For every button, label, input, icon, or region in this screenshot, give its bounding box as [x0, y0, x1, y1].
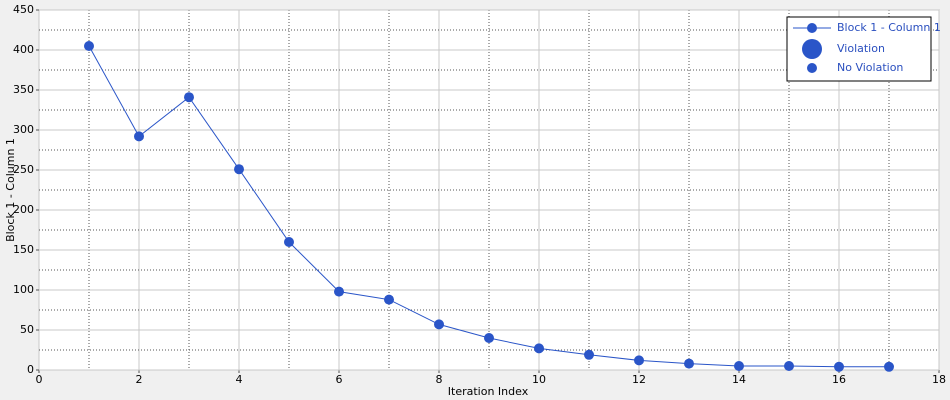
- data-point: [884, 361, 894, 372]
- y-tick-label: 400: [13, 43, 34, 56]
- x-tick-label: 4: [236, 373, 243, 386]
- data-point: [634, 355, 644, 366]
- y-axis-label: Block 1 - Column 1: [4, 138, 17, 242]
- y-tick-label: 50: [20, 323, 34, 336]
- x-tick-label: 18: [932, 373, 946, 386]
- x-tick-label: 14: [732, 373, 746, 386]
- x-tick-label: 16: [832, 373, 846, 386]
- y-tick-label: 450: [13, 3, 34, 16]
- data-point: [384, 294, 394, 305]
- data-point: [334, 286, 344, 297]
- data-point: [84, 41, 94, 51]
- y-tick-label: 350: [13, 83, 34, 96]
- y-tick-label: 300: [13, 123, 34, 136]
- data-point: [184, 92, 194, 103]
- data-point: [834, 361, 844, 372]
- data-point: [584, 349, 594, 360]
- data-point: [484, 333, 494, 343]
- legend-marker: [807, 23, 817, 33]
- data-point: [734, 361, 744, 371]
- legend-label: Violation: [837, 42, 885, 55]
- x-tick-label: 0: [36, 373, 43, 386]
- legend-label: No Violation: [837, 61, 903, 74]
- data-point: [284, 237, 294, 247]
- data-point: [234, 164, 244, 175]
- x-tick-label: 10: [532, 373, 546, 386]
- x-tick-label: 12: [632, 373, 646, 386]
- data-point: [784, 361, 794, 371]
- y-tick-label: 100: [13, 283, 34, 296]
- x-tick-label: 6: [336, 373, 343, 386]
- legend: Block 1 - Column 1 Violation No Violation: [786, 16, 941, 82]
- y-tick-label: 150: [13, 243, 34, 256]
- y-tick-label: 250: [13, 163, 34, 176]
- legend-marker: [807, 63, 817, 73]
- x-axis-label: Iteration Index: [448, 385, 529, 398]
- data-point: [684, 358, 694, 369]
- legend-label: Block 1 - Column 1: [837, 21, 941, 34]
- y-tick-label: 200: [13, 203, 34, 216]
- y-tick-label: 0: [27, 363, 34, 376]
- x-tick-label: 8: [436, 373, 443, 386]
- data-point: [434, 319, 444, 330]
- data-point: [534, 343, 544, 354]
- legend-marker: [802, 39, 822, 59]
- x-tick-label: 2: [136, 373, 143, 386]
- data-point: [134, 131, 144, 142]
